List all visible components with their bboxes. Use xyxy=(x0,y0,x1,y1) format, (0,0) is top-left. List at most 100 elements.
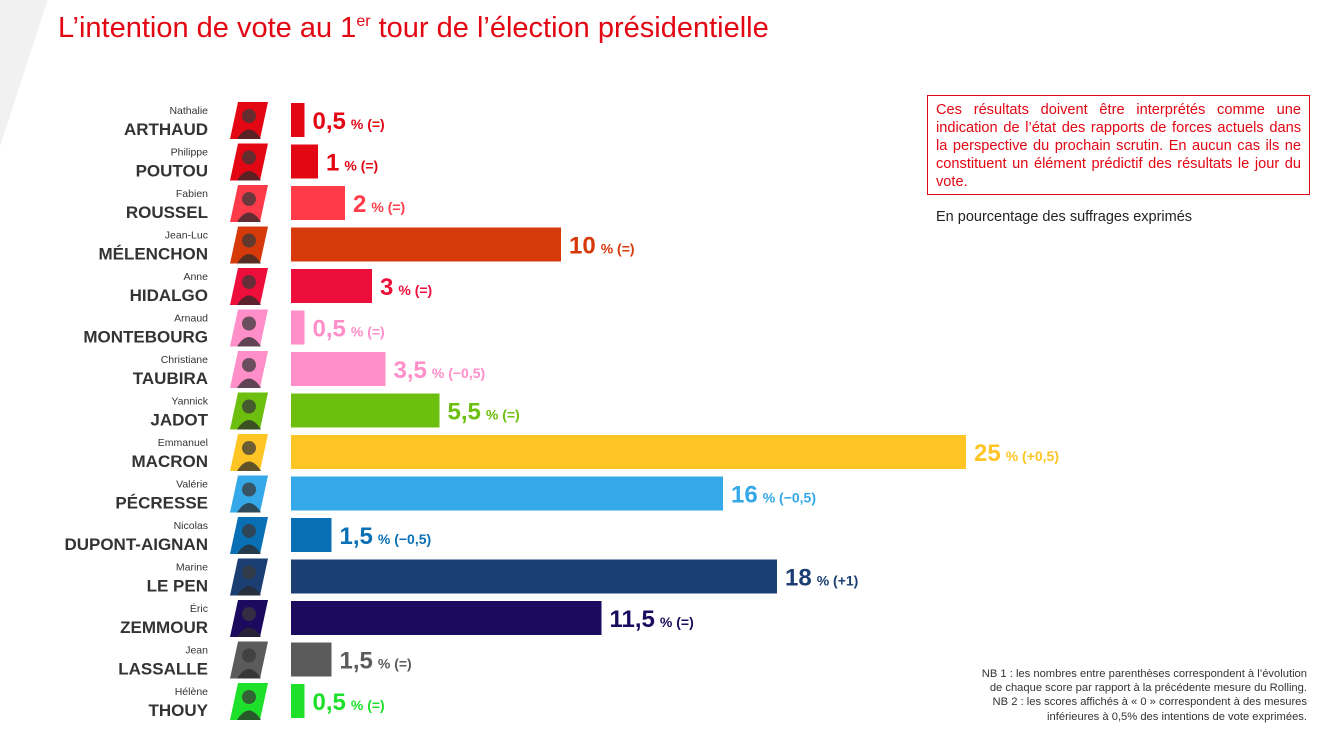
candidate-photo-body xyxy=(237,337,261,347)
unit-note: En pourcentage des suffrages exprimés xyxy=(936,209,1193,225)
candidate-row-zemmour: Éric ZEMMOUR 11,5% (=) xyxy=(120,600,694,637)
candidate-first-name: Éric xyxy=(190,602,208,615)
candidate-photo-head xyxy=(242,565,256,580)
warning-box: Ces résultats doivent être interprétés c… xyxy=(927,95,1310,195)
candidate-value-label: 2% (=) xyxy=(353,191,405,218)
candidate-bar xyxy=(291,144,318,179)
candidate-row-m-lenchon: Jean-Luc MÉLENCHON 10% (=) xyxy=(98,226,635,264)
candidate-photo-body xyxy=(237,254,261,264)
candidate-last-name: TAUBIRA xyxy=(133,369,208,388)
candidate-photo-body xyxy=(237,627,261,637)
candidate-bar xyxy=(291,559,777,594)
candidate-photo xyxy=(230,309,268,347)
candidate-first-name: Jean-Luc xyxy=(165,230,208,242)
candidate-last-name: ROUSSEL xyxy=(126,203,208,222)
candidate-first-name: Arnaud xyxy=(174,313,208,325)
candidate-photo-head xyxy=(242,275,256,289)
candidate-bar xyxy=(291,227,561,262)
candidate-photo-head xyxy=(242,648,256,663)
candidate-photo-body xyxy=(237,586,261,596)
candidate-last-name: LE PEN xyxy=(147,577,208,596)
candidate-photo-body xyxy=(237,378,261,388)
candidate-row-hidalgo: Anne HIDALGO 3% (=) xyxy=(130,268,432,305)
candidate-photo-body xyxy=(237,420,261,430)
candidate-bar xyxy=(291,103,305,137)
candidate-photo-body xyxy=(237,171,261,181)
candidate-last-name: ZEMMOUR xyxy=(120,618,208,637)
candidate-row-macron: Emmanuel MACRON 25% (+0,5) xyxy=(132,434,1059,471)
candidate-bar xyxy=(291,684,305,718)
candidate-photo xyxy=(230,683,268,720)
candidate-first-name: Nathalie xyxy=(169,105,208,117)
candidate-value-label: 3% (=) xyxy=(380,274,432,301)
candidate-photo-body xyxy=(237,544,261,554)
footnote-nb1-line2: de chaque score par rapport à la précéde… xyxy=(989,682,1307,695)
candidate-photo xyxy=(230,143,268,181)
candidate-first-name: Philippe xyxy=(171,147,209,159)
candidate-photo-body xyxy=(237,295,261,305)
candidate-photo xyxy=(230,392,268,430)
candidate-photo xyxy=(230,226,268,264)
candidate-row-taubira: Christiane TAUBIRA 3,5% (−0,5) xyxy=(133,351,485,388)
candidate-row-lassalle: Jean LASSALLE 1,5% (=) xyxy=(118,641,412,679)
candidate-last-name: MONTEBOURG xyxy=(83,328,208,347)
candidate-last-name: ARTHAUD xyxy=(124,120,208,139)
candidate-last-name: THOUY xyxy=(149,701,209,720)
candidate-photo xyxy=(230,517,268,554)
candidate-first-name: Hélène xyxy=(175,686,208,698)
candidate-first-name: Yannick xyxy=(171,396,208,408)
candidate-value-label: 0,5% (=) xyxy=(313,108,385,135)
candidate-value-label: 3,5% (−0,5) xyxy=(394,357,486,384)
candidate-value-label: 18% (+1) xyxy=(785,565,858,592)
candidate-photo-head xyxy=(242,399,256,414)
candidate-value-label: 16% (−0,5) xyxy=(731,482,816,509)
candidate-value-label: 10% (=) xyxy=(569,233,635,260)
candidate-photo-body xyxy=(237,129,261,139)
footnotes: NB 1 : les nombres entre parenthèses cor… xyxy=(887,667,1307,724)
candidate-value-label: 11,5% (=) xyxy=(610,606,694,633)
candidate-photo xyxy=(230,185,268,222)
candidate-photo-head xyxy=(242,690,256,704)
candidate-value-label: 0,5% (=) xyxy=(313,689,385,716)
candidate-photo xyxy=(230,475,268,513)
candidate-bar xyxy=(291,393,440,428)
candidate-last-name: MACRON xyxy=(132,452,209,471)
candidate-photo-body xyxy=(237,503,261,513)
candidate-row-p-cresse: Valérie PÉCRESSE 16% (−0,5) xyxy=(115,475,816,513)
candidate-last-name: PÉCRESSE xyxy=(115,494,208,513)
candidate-bar xyxy=(291,518,332,552)
candidate-first-name: Fabien xyxy=(176,188,208,200)
candidate-first-name: Nicolas xyxy=(174,520,208,532)
candidate-first-name: Emmanuel xyxy=(158,437,208,449)
candidate-first-name: Christiane xyxy=(161,354,208,366)
candidate-bar xyxy=(291,310,305,345)
candidate-value-label: 1% (=) xyxy=(326,150,378,177)
candidate-first-name: Anne xyxy=(183,271,208,283)
candidate-first-name: Valérie xyxy=(176,479,208,491)
candidate-photo xyxy=(230,600,268,637)
candidate-first-name: Jean xyxy=(185,645,208,657)
candidate-row-dupont-aignan: Nicolas DUPONT-AIGNAN 1,5% (−0,5) xyxy=(64,517,431,554)
candidate-value-label: 0,5% (=) xyxy=(313,316,385,343)
candidate-row-arthaud: Nathalie ARTHAUD 0,5% (=) xyxy=(124,102,385,139)
candidate-bar xyxy=(291,186,345,220)
candidate-photo xyxy=(230,558,268,596)
candidate-bar xyxy=(291,352,386,386)
candidate-photo-body xyxy=(237,710,261,720)
candidate-photo-head xyxy=(242,441,256,455)
candidate-photo-head xyxy=(242,192,256,206)
candidate-row-montebourg: Arnaud MONTEBOURG 0,5% (=) xyxy=(83,309,385,347)
candidate-last-name: POUTOU xyxy=(136,162,208,181)
candidate-photo-head xyxy=(242,482,256,497)
candidate-first-name: Marine xyxy=(176,562,208,574)
candidate-photo-head xyxy=(242,524,256,538)
candidate-photo xyxy=(230,434,268,471)
candidate-row-le-pen: Marine LE PEN 18% (+1) xyxy=(147,558,858,596)
candidate-photo-head xyxy=(242,358,256,372)
candidate-photo-head xyxy=(242,150,256,165)
candidate-photo-head xyxy=(242,316,256,331)
candidate-photo-body xyxy=(237,461,261,471)
candidate-photo xyxy=(230,268,268,305)
candidate-photo xyxy=(230,102,268,139)
